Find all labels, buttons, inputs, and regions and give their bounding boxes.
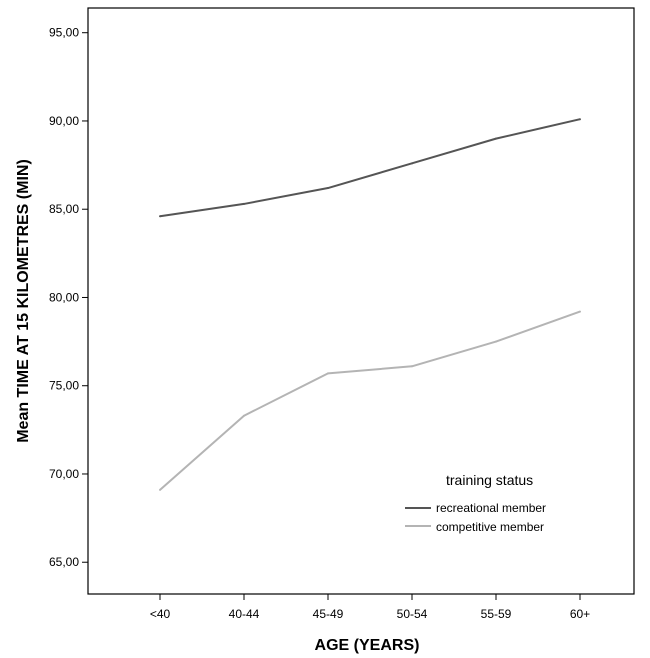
data-point [243,202,245,205]
x-axis-title: AGE (YEARS) [315,637,420,654]
x-tick-label: 50-54 [397,607,428,621]
legend-label-competitive: competitive member [436,520,544,534]
y-tick-label: 95,00 [49,26,79,40]
y-tick-label: 75,00 [49,379,79,393]
plot-area [87,7,635,595]
series-line-competitive [159,310,581,491]
y-axis-title: Mean TIME AT 15 KILOMETRES (MIN) [15,159,32,443]
data-point [243,414,245,417]
data-point [327,187,329,190]
data-point [411,162,413,165]
x-tick-label: 40-44 [229,607,260,621]
data-point [495,137,497,140]
y-tick-label: 90,00 [49,114,79,128]
legend-label-recreational: recreational member [436,501,546,515]
y-axis: 65,00 70,00 75,00 80,00 85,00 90,00 95,00 [49,26,88,569]
legend: training status recreational member comp… [405,472,546,534]
series-lines [159,118,581,491]
data-point [411,365,413,368]
y-tick-label: 65,00 [49,555,79,569]
data-point [579,310,581,313]
series-line-recreational [159,118,581,218]
y-tick-label: 70,00 [49,467,79,481]
x-axis: <40 40-44 45-49 50-54 55-59 60+ [150,594,590,621]
data-point [327,372,329,375]
x-tick-label: 60+ [570,607,590,621]
y-tick-label: 80,00 [49,290,79,304]
x-tick-label: <40 [150,607,171,621]
data-point [159,215,161,218]
data-point [495,340,497,343]
data-point [159,488,161,491]
x-tick-label: 55-59 [481,607,512,621]
data-point [579,118,581,121]
legend-title: training status [446,472,533,488]
x-tick-label: 45-49 [313,607,344,621]
y-tick-label: 85,00 [49,202,79,216]
